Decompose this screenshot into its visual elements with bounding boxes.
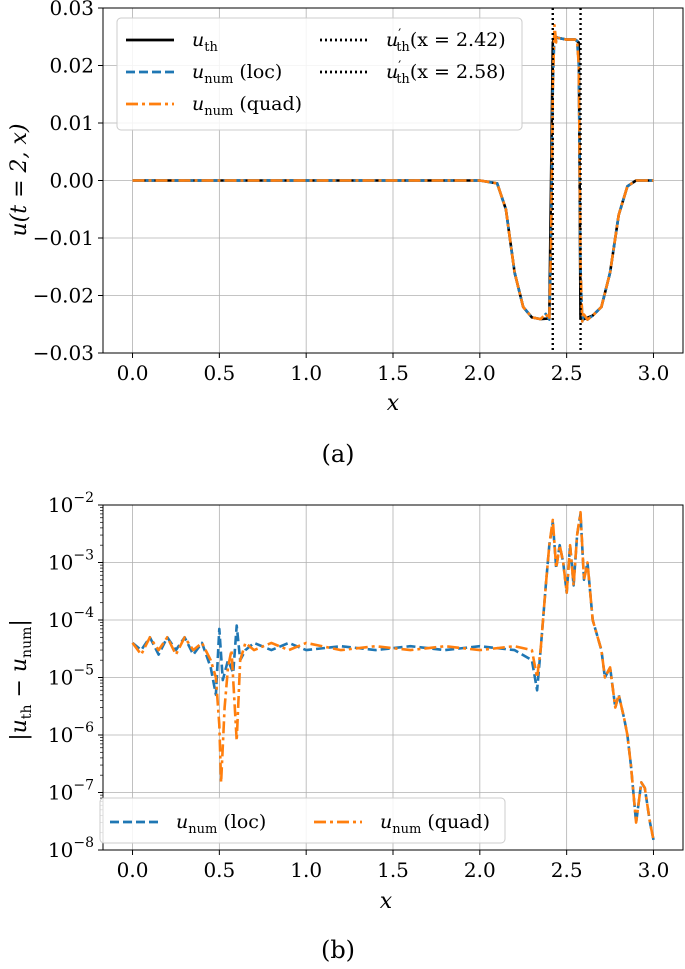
- chart-b-legend: unum (loc) unum (quad): [99, 797, 506, 844]
- chart-a-caption: (a): [321, 440, 354, 468]
- x-tick-label: 0.0: [117, 858, 149, 882]
- legend-label: uth: [192, 29, 218, 55]
- x-tick-label: 1.0: [290, 361, 322, 385]
- chart-b: 0.0 0.5 1.0 1.5 2.0 2.5 3.0 10−2 10−3 10−4 10−5 10−…: [7, 490, 684, 964]
- y-tick-label: 10−2: [48, 490, 94, 517]
- chart-b-plot-area: [131, 510, 655, 841]
- chart-a-ticks: 0.0 0.5 1.0 1.5 2.0 2.5 3.0 0.03 0.02 0.01 0.00 −0.…: [33, 0, 670, 385]
- y-tick-label: 0.01: [49, 111, 94, 135]
- chart-b-ticks: 0.0 0.5 1.0 1.5 2.0 2.5 3.0 10−2 10−3 10−4 10−5 10−…: [48, 490, 669, 882]
- chart-b-ylabel-a-sub: th: [19, 705, 35, 720]
- chart-a-legend-box: [116, 17, 523, 131]
- y-tick-label: 10−7: [48, 778, 94, 805]
- chart-b-ylabel-minus: −: [7, 672, 32, 704]
- x-tick-label: 2.5: [551, 858, 583, 882]
- y-tick-label: 10−4: [48, 605, 94, 632]
- y-tick-label: −0.01: [33, 226, 94, 250]
- chart-b-ylabel-b-sub: num: [19, 627, 35, 658]
- series-line-quad: [131, 510, 655, 841]
- legend-label: u′ th(x = 2.42): [386, 27, 506, 55]
- y-tick-label: −0.03: [33, 341, 94, 365]
- chart-a-y-axis-label: u(t = 2, x): [7, 124, 32, 237]
- y-tick-label: 10−8: [48, 835, 94, 862]
- y-tick-label: 0.00: [49, 169, 94, 193]
- y-tick-label: 10−3: [48, 548, 94, 575]
- y-tick-label: 0.02: [49, 54, 94, 78]
- x-tick-label: 2.0: [464, 361, 496, 385]
- x-tick-label: 3.0: [638, 361, 670, 385]
- x-tick-label: 1.5: [377, 361, 409, 385]
- chart-b-ylabel-b: u: [7, 658, 32, 672]
- chart-b-caption: (b): [321, 936, 355, 964]
- chart-b-x-axis-label: x: [380, 889, 393, 914]
- x-tick-label: 0.5: [203, 361, 235, 385]
- legend-label: unum (quad): [380, 811, 490, 837]
- legend-label: unum (loc): [176, 811, 266, 837]
- x-tick-label: 2.5: [551, 361, 583, 385]
- y-tick-label: 10−6: [48, 720, 94, 747]
- y-tick-label: −0.02: [33, 284, 94, 308]
- x-tick-label: 0.5: [203, 858, 235, 882]
- series-line-loc: [132, 29, 654, 323]
- chart-b-ylabel-a: u: [7, 719, 32, 733]
- x-tick-label: 3.0: [638, 858, 670, 882]
- x-tick-label: 0.0: [117, 361, 149, 385]
- x-tick-label: 1.0: [290, 858, 322, 882]
- chart-a-x-axis-label: x: [387, 391, 400, 416]
- chart-a-legend: uth unum (loc) unum (quad) u′ th(x = 2.42) u′…: [116, 17, 523, 131]
- chart-a: 0.0 0.5 1.0 1.5 2.0 2.5 3.0 0.03 0.02 0.01 0.00 −0.…: [7, 0, 684, 468]
- x-tick-label: 2.0: [464, 858, 496, 882]
- legend-label: unum (quad): [192, 93, 302, 119]
- y-tick-label: 0.03: [49, 0, 94, 20]
- series-line-quad: [132, 24, 654, 323]
- y-tick-label: 10−5: [48, 663, 94, 690]
- chart-b-legend-box: [99, 797, 506, 844]
- chart-b-y-axis-label: |uth − unum|: [7, 619, 35, 741]
- chart-a-plot-area: [132, 8, 654, 353]
- legend-label: unum (loc): [192, 61, 282, 87]
- legend-label: u′ th(x = 2.58): [386, 59, 506, 87]
- x-tick-label: 1.5: [377, 858, 409, 882]
